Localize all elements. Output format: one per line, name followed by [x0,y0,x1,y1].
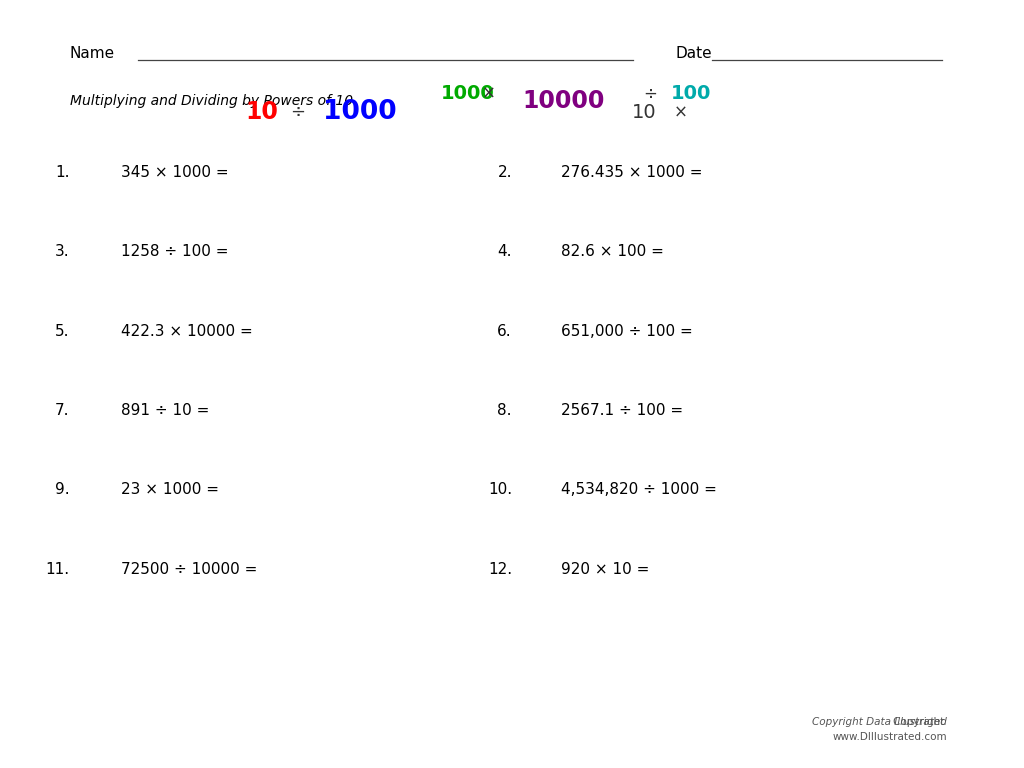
Text: Multiplying and Dividing by Powers of 10: Multiplying and Dividing by Powers of 10 [70,94,352,108]
Text: 1000: 1000 [323,99,396,125]
Text: 10: 10 [246,100,279,124]
Text: 12.: 12. [487,562,512,578]
Text: Date: Date [676,46,713,61]
Text: Copyright: Copyright [893,717,947,727]
Text: 3.: 3. [55,244,70,260]
Text: 4.: 4. [498,244,512,260]
Text: ×: × [674,103,688,121]
Text: 82.6 × 100 =: 82.6 × 100 = [561,244,664,260]
Text: 4,534,820 ÷ 1000 =: 4,534,820 ÷ 1000 = [561,482,717,498]
Text: 276.435 × 1000 =: 276.435 × 1000 = [561,165,702,180]
Text: 1.: 1. [55,165,70,180]
Text: Copyright Data Illustrated: Copyright Data Illustrated [812,717,947,727]
Text: 920 × 10 =: 920 × 10 = [561,562,649,578]
Text: 100: 100 [671,84,711,103]
Text: 6.: 6. [498,324,512,339]
Text: 7.: 7. [55,403,70,419]
Text: 345 × 1000 =: 345 × 1000 = [121,165,228,180]
Text: 5.: 5. [55,324,70,339]
Text: 9.: 9. [55,482,70,498]
Text: Name: Name [70,46,115,61]
Text: 891 ÷ 10 =: 891 ÷ 10 = [121,403,209,419]
Text: 72500 ÷ 10000 =: 72500 ÷ 10000 = [121,562,257,578]
Text: ÷: ÷ [643,84,657,103]
Text: 10.: 10. [487,482,512,498]
Text: 1000: 1000 [440,84,494,103]
Text: ×: × [481,84,496,103]
Text: www.DIllustrated.com: www.DIllustrated.com [833,732,947,743]
Text: 2.: 2. [498,165,512,180]
Text: 1258 ÷ 100 =: 1258 ÷ 100 = [121,244,228,260]
Text: 8.: 8. [498,403,512,419]
Text: 23 × 1000 =: 23 × 1000 = [121,482,219,498]
Text: 651,000 ÷ 100 =: 651,000 ÷ 100 = [561,324,693,339]
Text: 11.: 11. [45,562,70,578]
Text: 10000: 10000 [522,89,604,114]
Text: ÷: ÷ [290,103,305,121]
Text: 2567.1 ÷ 100 =: 2567.1 ÷ 100 = [561,403,683,419]
Text: 10: 10 [632,103,656,121]
Text: 422.3 × 10000 =: 422.3 × 10000 = [121,324,253,339]
